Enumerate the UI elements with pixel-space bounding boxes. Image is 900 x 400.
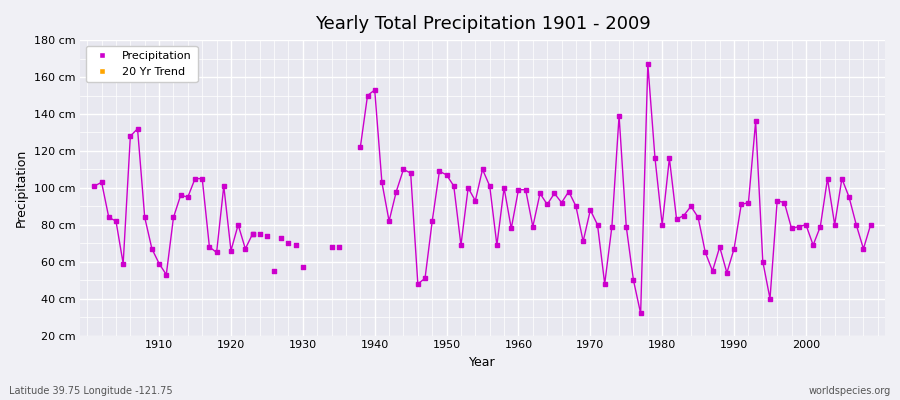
Point xyxy=(282,240,296,246)
Text: Latitude 39.75 Longitude -121.75: Latitude 39.75 Longitude -121.75 xyxy=(9,386,173,396)
Point xyxy=(267,268,282,274)
Legend: Precipitation, 20 Yr Trend: Precipitation, 20 Yr Trend xyxy=(86,46,198,82)
Text: worldspecies.org: worldspecies.org xyxy=(809,386,891,396)
X-axis label: Year: Year xyxy=(469,356,496,369)
Title: Yearly Total Precipitation 1901 - 2009: Yearly Total Precipitation 1901 - 2009 xyxy=(315,15,651,33)
Point xyxy=(274,234,289,241)
Point xyxy=(331,244,346,250)
Point xyxy=(295,264,310,270)
Point xyxy=(324,244,338,250)
Point xyxy=(253,231,267,237)
Point xyxy=(260,233,274,239)
Point xyxy=(246,231,260,237)
Point xyxy=(289,242,303,248)
Y-axis label: Precipitation: Precipitation xyxy=(15,149,28,227)
